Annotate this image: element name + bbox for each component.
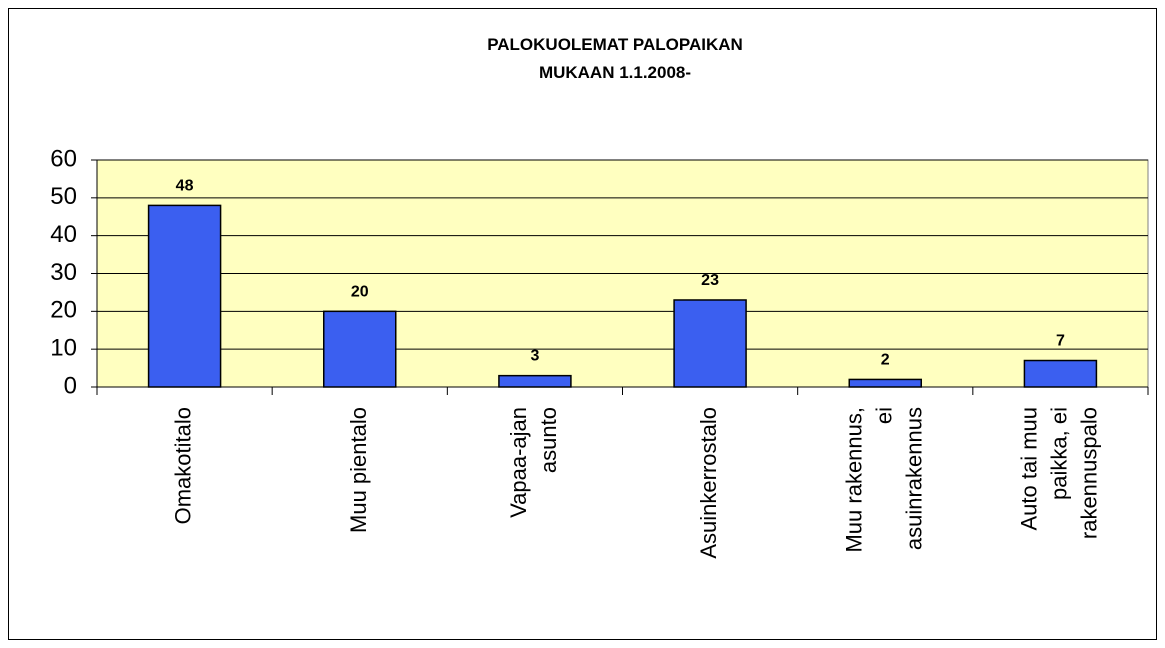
x-tick-label: Auto tai muu paikka, ei rakennuspalo bbox=[1016, 407, 1101, 539]
x-tick-label: Vapaa-ajan asunto bbox=[506, 407, 561, 518]
bar bbox=[323, 310, 397, 388]
bar bbox=[1023, 359, 1098, 388]
y-tick-label: 0 bbox=[64, 372, 77, 399]
x-tick-label: Omakotitalo bbox=[170, 407, 195, 524]
bar bbox=[498, 374, 572, 388]
y-tick-label: 40 bbox=[50, 221, 77, 248]
y-tick-label: 20 bbox=[50, 297, 77, 324]
chart-title: MUKAAN 1.1.2008- bbox=[539, 63, 691, 82]
y-tick-label: 10 bbox=[50, 335, 77, 362]
y-tick-label: 60 bbox=[50, 145, 77, 172]
bar bbox=[673, 299, 747, 388]
value-label: 2 bbox=[881, 351, 890, 368]
value-label: 23 bbox=[701, 272, 719, 289]
bar bbox=[147, 204, 222, 388]
value-label: 7 bbox=[1056, 333, 1065, 350]
value-label: 20 bbox=[351, 283, 369, 300]
bar bbox=[848, 378, 922, 388]
value-label: 48 bbox=[176, 177, 194, 194]
y-tick-label: 30 bbox=[50, 259, 77, 286]
chart-title: PALOKUOLEMAT PALOPAIKAN bbox=[487, 35, 743, 54]
y-tick-label: 50 bbox=[50, 183, 77, 210]
x-tick-label: Muu rakennus, ei asuinrakennus bbox=[841, 407, 926, 553]
value-label: 3 bbox=[530, 348, 539, 365]
x-tick-label: Asuinkerrostalo bbox=[696, 407, 721, 559]
x-tick-label: Muu pientalo bbox=[346, 407, 371, 533]
